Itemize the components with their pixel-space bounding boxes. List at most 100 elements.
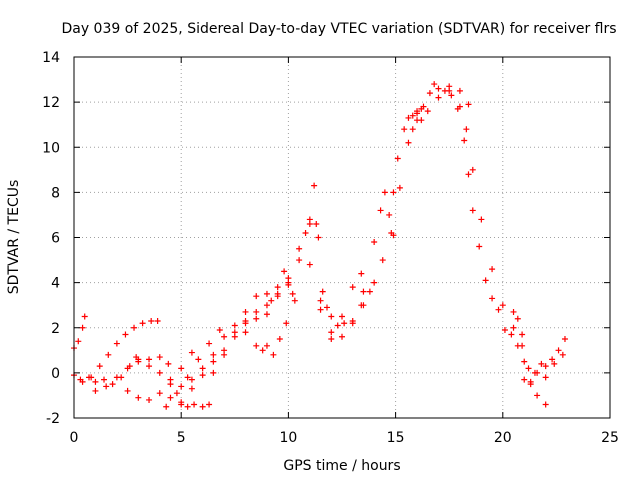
- data-point: [139, 320, 146, 327]
- data-point: [216, 327, 223, 334]
- data-point: [135, 356, 142, 363]
- data-point: [328, 329, 335, 336]
- x-tick-label: 15: [387, 430, 405, 446]
- data-point: [113, 374, 120, 381]
- x-axis-label: GPS time / hours: [283, 458, 400, 474]
- data-point: [469, 207, 476, 214]
- data-point: [199, 372, 206, 379]
- series-arc-6: [135, 311, 270, 390]
- data-point: [253, 293, 260, 300]
- data-point: [315, 234, 322, 241]
- data-point: [92, 378, 99, 385]
- data-point: [178, 383, 185, 390]
- data-point: [184, 374, 191, 381]
- data-point: [92, 387, 99, 394]
- data-point: [253, 308, 260, 315]
- data-point: [538, 360, 545, 367]
- data-point: [478, 216, 485, 223]
- data-point: [285, 279, 292, 286]
- data-point: [163, 403, 170, 410]
- series-arc-11: [242, 182, 335, 358]
- data-point: [263, 342, 270, 349]
- data-point: [156, 369, 163, 376]
- data-point: [81, 313, 88, 320]
- data-point: [508, 331, 515, 338]
- data-point: [396, 184, 403, 191]
- data-point: [263, 302, 270, 309]
- data-point: [377, 207, 384, 214]
- data-point: [253, 315, 260, 322]
- data-point: [394, 155, 401, 162]
- data-point: [276, 336, 283, 343]
- series-arc-19: [424, 83, 472, 115]
- data-point: [317, 297, 324, 304]
- data-point: [371, 239, 378, 246]
- series-arc-15: [339, 110, 425, 340]
- series-arc-8: [167, 281, 292, 406]
- y-tick-label: 0: [51, 366, 60, 382]
- x-tick-label: 20: [494, 430, 512, 446]
- data-point: [231, 329, 238, 336]
- data-point: [199, 365, 206, 372]
- data-point: [283, 320, 290, 327]
- series-arc-21: [510, 308, 568, 376]
- data-point: [446, 87, 453, 94]
- data-point: [495, 306, 502, 313]
- data-point: [259, 347, 266, 354]
- data-point: [521, 376, 528, 383]
- x-tick-label: 5: [177, 430, 186, 446]
- data-point: [88, 374, 95, 381]
- data-point: [542, 363, 549, 370]
- data-point: [281, 268, 288, 275]
- series-arc-18: [409, 81, 549, 408]
- data-point: [489, 266, 496, 273]
- data-point: [113, 340, 120, 347]
- data-point: [349, 284, 356, 291]
- data-point: [173, 390, 180, 397]
- data-point: [221, 333, 228, 340]
- data-point: [510, 324, 517, 331]
- data-point: [435, 85, 442, 92]
- data-point: [199, 403, 206, 410]
- data-point: [328, 336, 335, 343]
- data-point: [499, 302, 506, 309]
- data-point: [311, 182, 318, 189]
- data-point: [96, 363, 103, 370]
- data-point: [146, 356, 153, 363]
- data-point: [349, 320, 356, 327]
- data-point: [156, 390, 163, 397]
- data-point: [103, 383, 110, 390]
- data-point: [409, 126, 416, 133]
- data-point: [317, 306, 324, 313]
- data-point: [542, 401, 549, 408]
- data-point: [334, 322, 341, 329]
- y-tick-label: -2: [46, 411, 60, 427]
- series-arc-9: [178, 401, 213, 410]
- data-point: [426, 90, 433, 97]
- data-point: [296, 245, 303, 252]
- y-tick-label: 2: [51, 321, 60, 337]
- data-point: [482, 277, 489, 284]
- data-point: [420, 103, 427, 110]
- data-point: [414, 108, 421, 115]
- data-points: [71, 81, 568, 410]
- data-point: [206, 340, 213, 347]
- data-point: [514, 315, 521, 322]
- data-point: [549, 356, 556, 363]
- data-point: [341, 320, 348, 327]
- y-tick-label: 6: [51, 231, 60, 247]
- data-point: [221, 351, 228, 358]
- data-point: [274, 284, 281, 291]
- data-point: [360, 302, 367, 309]
- data-point: [501, 327, 508, 334]
- data-point: [242, 308, 249, 315]
- x-tick-label: 0: [70, 430, 79, 446]
- data-point: [360, 288, 367, 295]
- data-point: [323, 304, 330, 311]
- data-point: [167, 394, 174, 401]
- data-point: [210, 369, 217, 376]
- series-arc-12: [268, 268, 298, 304]
- data-point: [328, 313, 335, 320]
- data-point: [206, 401, 213, 408]
